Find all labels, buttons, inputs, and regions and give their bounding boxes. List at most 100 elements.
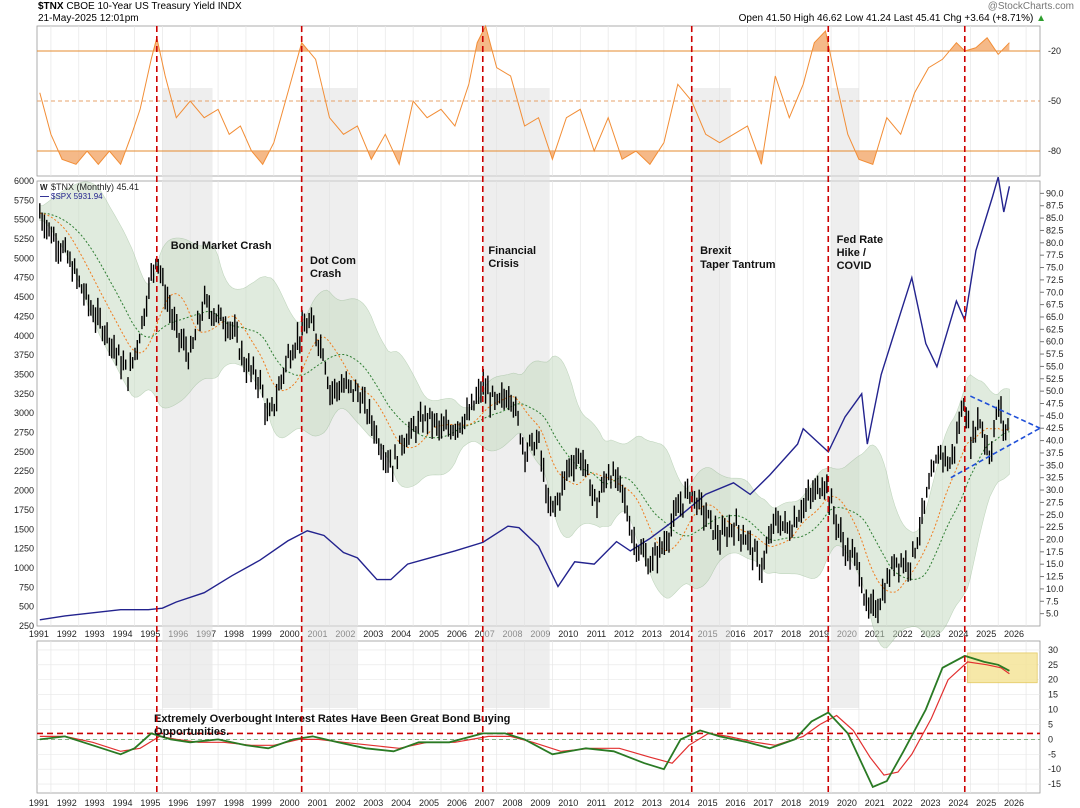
left-axis-label: 5750 [14,195,34,205]
shaded-period [831,88,859,708]
macd-axis-label: 15 [1048,690,1058,700]
x-tick-label-bottom: 2021 [865,798,885,808]
macd-line [39,654,1010,789]
x-tick-label-main: 2000 [280,629,300,639]
right-axis-label: 82.5 [1046,225,1064,235]
tnx-legend-icon: W [40,183,48,192]
x-tick-label-main: 2017 [753,629,773,639]
x-tick-label-main: 1991 [29,629,49,639]
macd-axis-label: 5 [1048,719,1053,729]
right-axis-label: 60.0 [1046,337,1064,347]
stochastic-line [39,24,1010,166]
right-axis-label: 77.5 [1046,250,1064,260]
x-tick-label-bottom: 1994 [112,798,132,808]
x-tick-label-bottom: 1993 [85,798,105,808]
triangle-upper-line [970,395,1041,429]
right-axis-label: 15.0 [1046,559,1064,569]
macd-axis-label: -5 [1048,749,1056,759]
x-tick-label-main: 1998 [224,629,244,639]
event-annotation: Crisis [488,258,519,270]
right-axis-label: 67.5 [1046,300,1064,310]
right-axis-label: 7.5 [1046,596,1059,606]
x-tick-label-bottom: 2007 [475,798,495,808]
macd-annotation-line1: Extremely Overbought Interest Rates Have… [154,713,510,725]
x-tick-label-bottom: 1996 [168,798,188,808]
x-tick-label-bottom: 1999 [252,798,272,808]
spx-line [39,176,1011,621]
right-axis-label: 35.0 [1046,460,1064,470]
right-axis-label: 22.5 [1046,522,1064,532]
right-axis-label: 87.5 [1046,201,1064,211]
macd-axis-label: 30 [1048,645,1058,655]
x-tick-label-main: 2018 [781,629,801,639]
x-tick-label-bottom: 2002 [335,798,355,808]
x-tick-label-bottom: 2014 [670,798,690,808]
left-axis-label: 1250 [14,544,34,554]
symbol-label: $TNX [38,1,64,12]
left-axis-label: 3500 [14,369,34,379]
macd-axis-label: 0 [1048,734,1053,744]
right-axis-label: 57.5 [1046,349,1064,359]
x-tick-label-main: 2019 [809,629,829,639]
chart-title-line: $TNX CBOE 10-Year US Treasury Yield INDX [38,1,242,12]
right-axis-label: 12.5 [1046,572,1064,582]
x-tick-label-bottom: 2011 [587,798,606,808]
left-axis-label: 4500 [14,292,34,302]
x-tick-label-bottom: 1992 [57,798,77,808]
left-axis-label: 3250 [14,389,34,399]
event-annotation: Bond Market Crash [171,240,272,252]
event-annotation: Brexit [700,245,732,257]
x-tick-label-bottom: 2017 [753,798,773,808]
security-name: CBOE 10-Year US Treasury Yield [66,1,215,12]
x-tick-label-bottom: 1998 [224,798,244,808]
x-tick-label-main: 2011 [587,629,606,639]
left-axis-label: 4000 [14,331,34,341]
left-axis-label: 4750 [14,273,34,283]
x-tick-label-main: 2016 [725,629,745,639]
triangle-lower-line [950,427,1041,479]
x-tick-label-bottom: 2008 [503,798,523,808]
x-tick-label-bottom: 2004 [391,798,411,808]
macd-axis-label: -15 [1048,779,1061,789]
chart-timestamp: 21-May-2025 12:01pm [38,13,139,24]
x-tick-label-bottom: 2015 [698,798,718,808]
event-annotation: Hike / [837,247,866,259]
right-axis-label: 45.0 [1046,411,1064,421]
spx-legend-label: $SPX 5931.94 [51,192,103,201]
left-axis-label: 2500 [14,447,34,457]
stoch-axis-label: -20 [1048,46,1061,56]
tnx-price-bars [39,203,1009,624]
x-tick-label-bottom: 1991 [29,798,49,808]
shaded-period [691,88,731,708]
event-annotation: Crash [310,268,341,280]
right-axis-label: 70.0 [1046,287,1064,297]
left-axis-label: 4250 [14,311,34,321]
right-axis-label: 27.5 [1046,497,1064,507]
x-tick-label-main: 2010 [558,629,578,639]
x-tick-label-main: 2026 [1004,629,1024,639]
macd-axis-label: 10 [1048,705,1058,715]
x-tick-label-bottom: 2025 [976,798,996,808]
x-tick-label-bottom: 2020 [837,798,857,808]
macd-axis-label: 25 [1048,660,1058,670]
right-axis-label: 47.5 [1046,399,1064,409]
stoch-axis-label: -80 [1048,146,1061,156]
left-axis-label: 5250 [14,234,34,244]
right-axis-label: 10.0 [1046,584,1064,594]
left-axis-label: 250 [19,621,34,631]
event-annotation: Financial [488,245,536,257]
right-axis-label: 65.0 [1046,312,1064,322]
right-axis-label: 80.0 [1046,238,1064,248]
right-axis-label: 85.0 [1046,213,1064,223]
macd-axis-label: -10 [1048,764,1061,774]
event-annotation: COVID [837,260,872,272]
left-axis-label: 3750 [14,350,34,360]
right-axis-label: 90.0 [1046,188,1064,198]
quote-line: Open 41.50 High 46.62 Low 41.24 Last 45.… [739,13,1046,24]
x-tick-label-bottom: 2001 [308,798,328,808]
x-tick-label-main: 2024 [948,629,968,639]
right-axis-label: 20.0 [1046,534,1064,544]
left-axis-label: 750 [19,582,34,592]
right-axis-label: 17.5 [1046,547,1064,557]
